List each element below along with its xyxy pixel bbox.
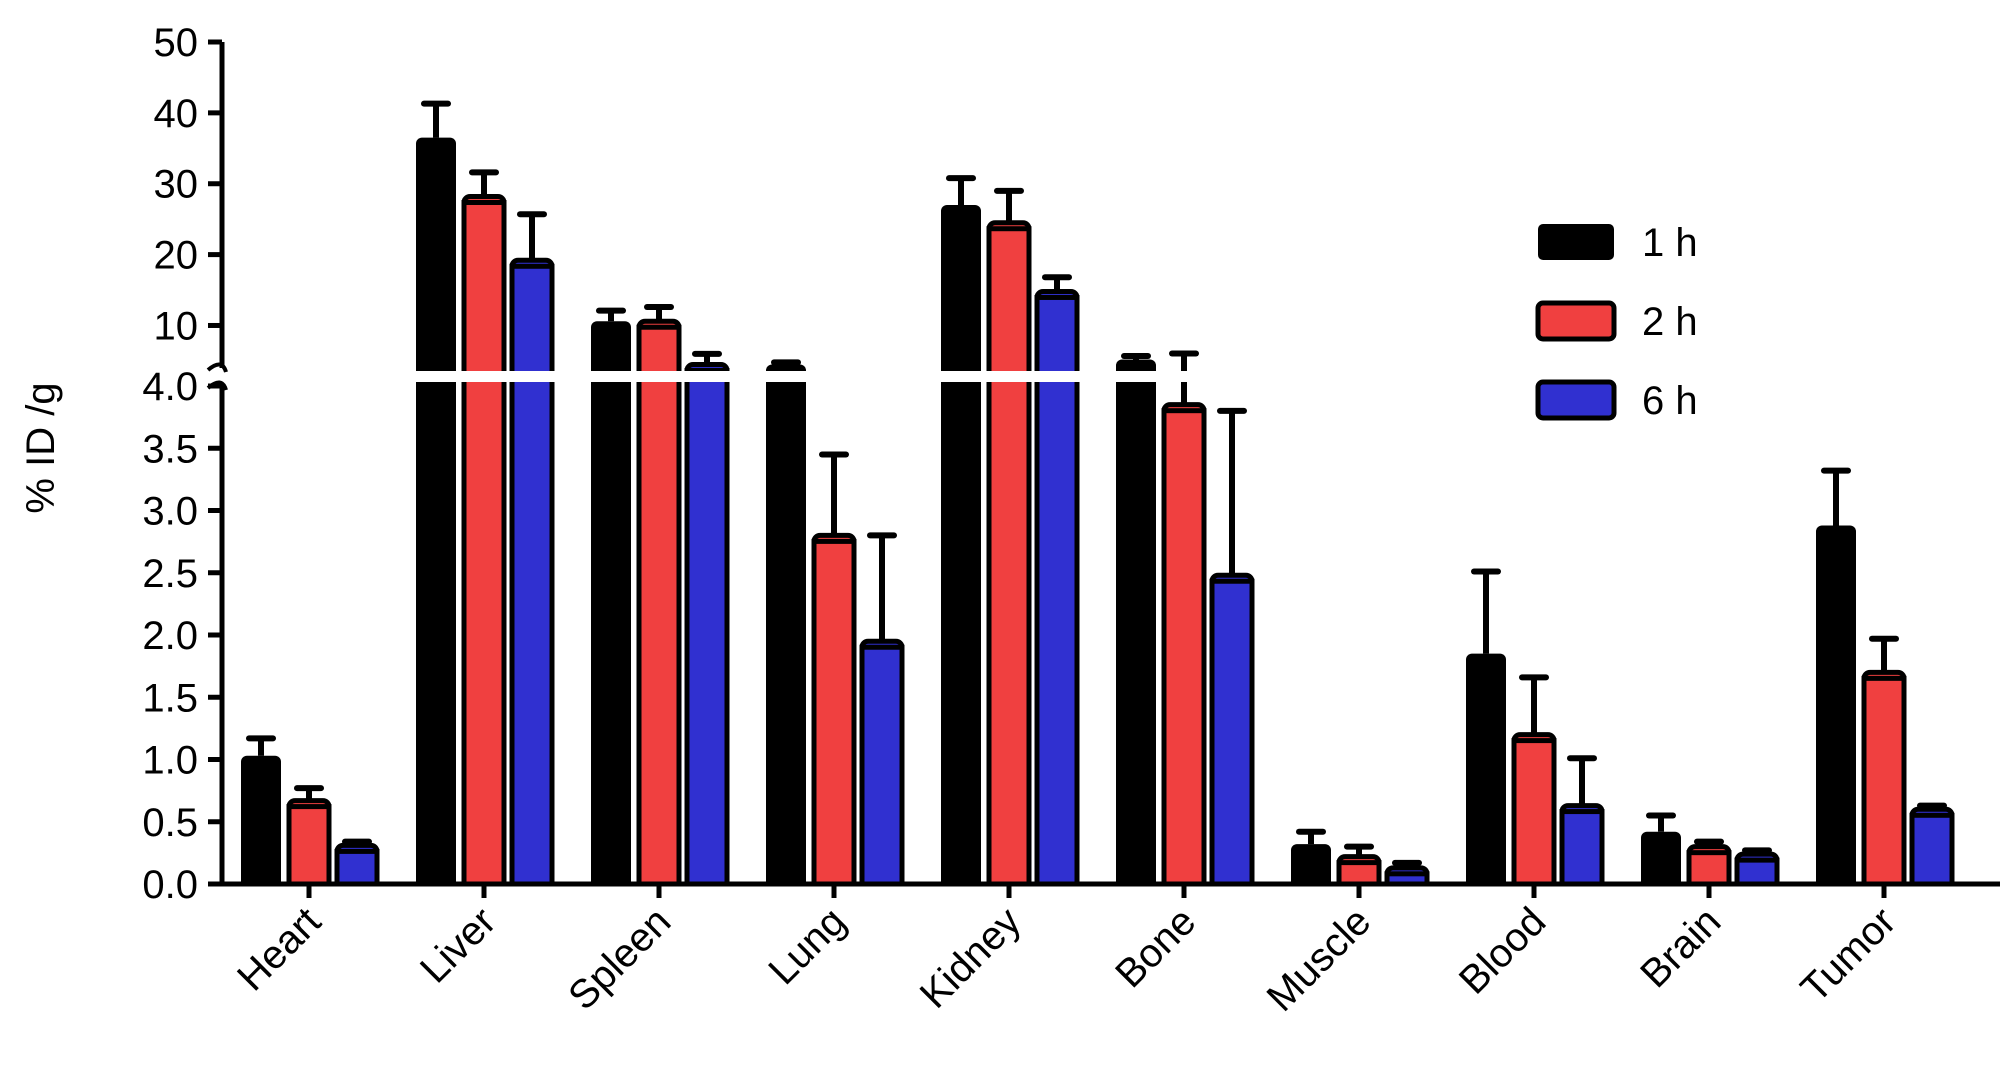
category-label-muscle: Muscle [1259,899,1380,1020]
bar-base-spleen-series-1 [591,327,631,884]
legend-label: 2 h [1642,300,1698,344]
bar-base-spleen-series-3 [684,367,730,887]
legend: 1 h 2 h 6 h [1535,221,1698,423]
bar-base-kidney-series-1 [941,211,981,884]
error-bar-kidney-series-3 [1042,274,1072,292]
legend-label: 6 h [1642,379,1698,423]
legend-label: 1 h [1642,221,1698,265]
error-bar-spleen-series-1 [596,307,626,322]
bar-base-kidney-series-2 [986,226,1032,887]
bar-base-tumor-series-3 [1909,812,1955,887]
bar-base-spleen-series-2 [636,324,682,887]
error-bar-spleen-series-3 [692,350,722,365]
error-bar-tumor-series-3 [1917,802,1947,810]
y-tick-label: 4.0 [142,365,198,409]
bar-base-bone-series-1 [1116,365,1156,884]
error-bar-heart-series-3 [342,838,372,846]
category-label-liver: Liver [412,899,504,991]
y-tick-label: 1.5 [142,676,198,720]
y-tick-label: 2.0 [142,614,198,658]
y-tick-label: 40 [154,92,199,136]
error-bar-blood-series-3 [1567,755,1597,806]
legend-item-2: 2 h [1535,300,1698,344]
bar-base-lung-series-2 [811,538,857,887]
bar-base-brain-series-3 [1734,857,1780,887]
error-bar-liver-series-3 [517,211,547,261]
bar-base-liver-series-2 [461,199,507,887]
error-bar-blood-series-1 [1471,568,1501,654]
error-bar-muscle-series-3 [1392,859,1422,868]
bar-base-brain-series-1 [1641,837,1681,884]
bar-base-blood-series-2 [1511,738,1557,887]
error-bar-heart-series-1 [246,735,276,756]
y-tick-label: 50 [154,21,199,65]
error-bar-muscle-series-1 [1296,828,1326,845]
y-tick-label: 10 [154,304,199,348]
y-axis-title: % ID /g [19,382,63,513]
error-bar-kidney-series-1 [946,175,976,205]
bar-base-blood-series-3 [1559,809,1605,887]
category-label-bone: Bone [1107,899,1204,996]
bar-base-blood-series-1 [1466,659,1506,884]
bar-base-bone-series-2 [1161,408,1207,887]
bar-base-muscle-series-2 [1336,860,1382,887]
error-bar-liver-series-1 [421,100,451,138]
axis-break-gap [226,371,2004,382]
error-bar-lung-series-2 [819,451,849,536]
legend-swatch [1535,300,1617,342]
error-bar-bone-series-1 [1121,352,1151,360]
y-tick-label: 20 [154,234,199,278]
bar-base-brain-series-2 [1686,850,1732,887]
category-label-spleen: Spleen [560,899,679,1018]
legend-item-1: 1 h [1538,221,1698,265]
category-label-lung: Lung [760,899,854,993]
error-bar-bone-series-3 [1217,407,1247,576]
y-tick-label: 0.5 [142,801,198,845]
bar-base-tumor-series-2 [1861,675,1907,887]
error-bar-tumor-series-1 [1821,467,1851,526]
bar-base-heart-series-2 [286,804,332,887]
bar-base-lung-series-3 [859,644,905,887]
error-bar-liver-series-2 [469,169,499,197]
category-label-brain: Brain [1632,899,1729,996]
category-label-kidney: Kidney [912,899,1030,1017]
bar-base-lung-series-1 [766,370,806,884]
bars-layer [241,137,1955,887]
error-bar-lung-series-1 [771,359,801,366]
bar-base-tumor-series-1 [1816,531,1856,884]
bar-base-liver-series-1 [416,143,456,884]
category-label-tumor: Tumor [1793,899,1905,1011]
axes-layer [208,39,2000,898]
y-tick-label: 3.5 [142,427,198,471]
y-tick-label: 3.0 [142,490,198,534]
error-bar-blood-series-2 [1519,674,1549,735]
error-bar-brain-series-1 [1646,812,1676,832]
y-tick-label: 2.5 [142,552,198,596]
bar-base-muscle-series-1 [1291,850,1331,884]
legend-swatch [1535,379,1617,421]
error-bar-brain-series-3 [1742,847,1772,855]
bar-base-liver-series-3 [509,263,555,887]
bar-base-heart-series-3 [334,848,380,887]
legend-swatch [1538,224,1614,260]
error-bar-heart-series-2 [294,785,324,801]
category-label-blood: Blood [1451,899,1554,1002]
error-bar-lung-series-3 [867,532,897,642]
category-label-heart: Heart [229,899,329,999]
error-bar-brain-series-2 [1694,838,1724,847]
error-bar-spleen-series-2 [644,304,674,322]
bar-base-bone-series-3 [1209,578,1255,887]
error-bar-tumor-series-2 [1869,635,1899,673]
legend-item-3: 6 h [1535,379,1698,423]
y-tick-label: 30 [154,163,199,207]
error-bar-kidney-series-2 [994,187,1024,223]
bar-base-kidney-series-3 [1034,294,1080,887]
error-bar-muscle-series-2 [1344,843,1374,857]
y-tick-label: 1.0 [142,739,198,783]
y-tick-label: 0.0 [142,863,198,907]
bar-base-heart-series-1 [241,761,281,884]
